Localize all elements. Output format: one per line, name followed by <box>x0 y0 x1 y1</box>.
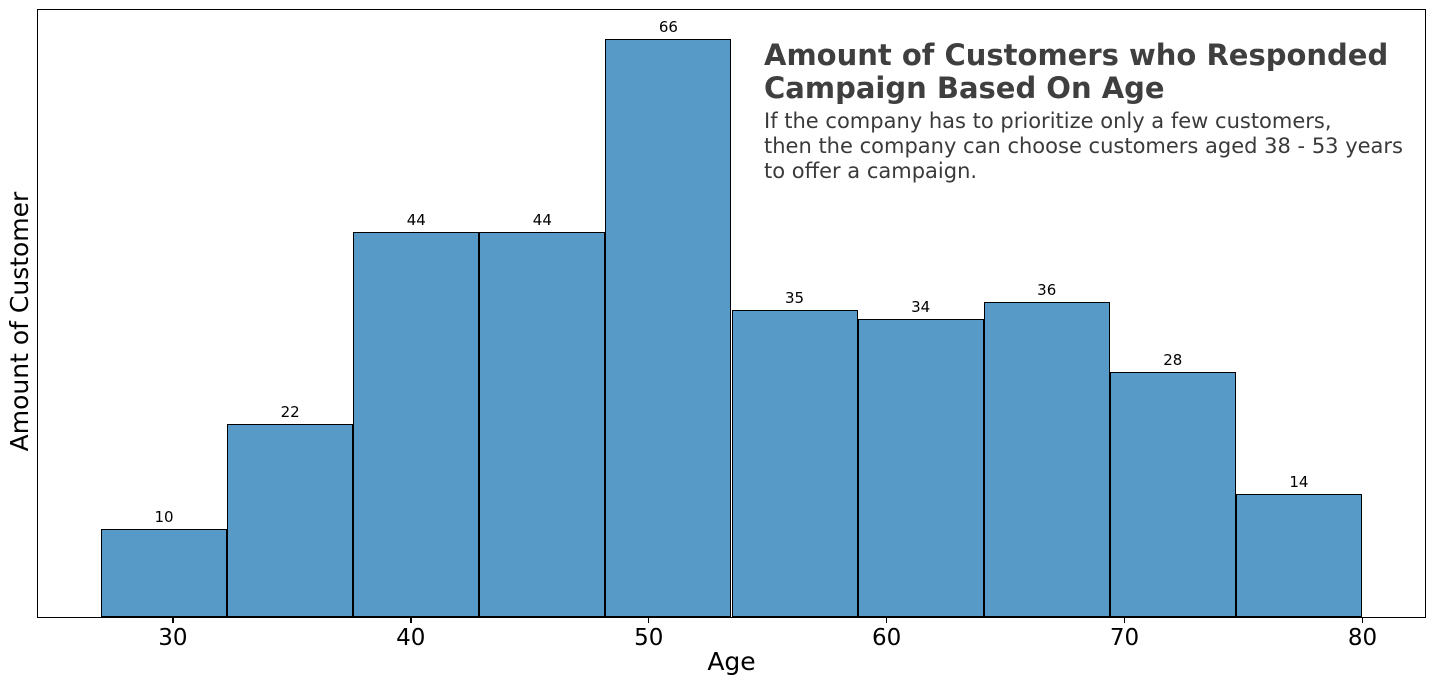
histogram-bar <box>857 319 984 617</box>
histogram-bar <box>605 38 732 617</box>
x-tick-label: 80 <box>1347 625 1378 651</box>
x-tick-mark <box>647 618 650 623</box>
bar-value-label: 14 <box>1289 473 1309 492</box>
histogram-bar <box>227 424 354 617</box>
histogram-bar <box>479 231 606 617</box>
plot-area: 10 22 44 44 66 35 34 36 28 14 <box>37 9 1426 618</box>
histogram-bar <box>1109 371 1236 617</box>
y-axis-label: Amount of Customer <box>4 191 34 452</box>
x-tick-mark <box>172 618 174 623</box>
bar-value-label: 35 <box>784 289 805 308</box>
bar-value-label: 44 <box>532 210 552 229</box>
bar-value-label: 66 <box>658 17 678 36</box>
x-tick-mark <box>885 618 888 623</box>
x-tick-mark <box>410 618 412 623</box>
bar-value-label: 10 <box>154 508 174 527</box>
histogram-bar <box>1235 494 1362 617</box>
bar-value-label: 34 <box>911 298 931 317</box>
x-tick-mark <box>1123 618 1126 623</box>
x-tick-label: 40 <box>396 625 426 651</box>
histogram-bar <box>731 310 858 617</box>
x-axis-label: Age <box>707 647 756 676</box>
histogram-bar <box>353 231 480 617</box>
bars-layer: 10 22 44 44 66 35 34 36 28 14 <box>38 10 1425 617</box>
histogram-bar <box>983 301 1110 617</box>
x-tick-mark <box>1361 618 1364 623</box>
bar-value-label: 22 <box>280 403 300 422</box>
bar-value-label: 44 <box>406 210 426 229</box>
bar-value-label: 28 <box>1163 350 1183 369</box>
x-tick-label: 70 <box>1109 625 1140 651</box>
chart-subtitle: If the company has to prioritize only a … <box>764 109 1404 183</box>
x-tick-label: 60 <box>871 625 902 651</box>
x-axis: 30 40 50 60 70 80 <box>39 618 1425 663</box>
chart-title: Amount of Customers who Responded Campai… <box>764 38 1389 105</box>
bar-value-label: 36 <box>1037 280 1057 299</box>
x-tick-label: 30 <box>158 625 188 651</box>
histogram-bar <box>101 529 228 617</box>
x-tick-label: 50 <box>634 625 664 651</box>
